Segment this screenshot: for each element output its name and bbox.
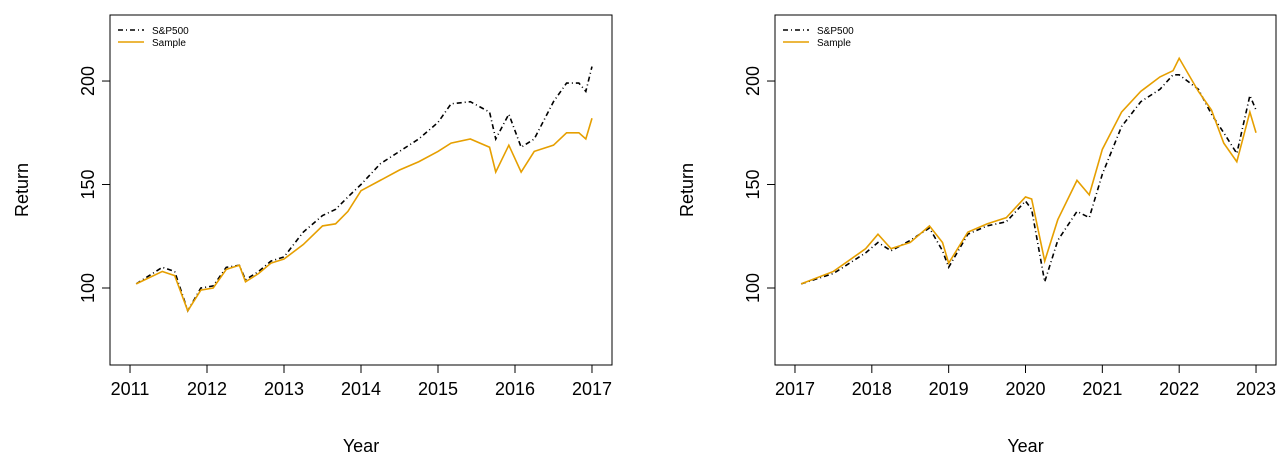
x-tick-label: 2015	[418, 379, 458, 399]
x-tick-label: 2014	[341, 379, 381, 399]
x-tick-label: 2017	[775, 379, 815, 399]
x-tick-label: 2023	[1236, 379, 1276, 399]
x-tick-label: 2022	[1159, 379, 1199, 399]
series-line	[800, 74, 1257, 285]
x-axis-label: Year	[343, 436, 379, 456]
plot-frame	[774, 14, 1277, 366]
x-tick-label: 2019	[929, 379, 969, 399]
y-tick-label: 150	[78, 169, 98, 199]
x-tick-label: 2017	[572, 379, 612, 399]
x-tick-label: 2020	[1005, 379, 1045, 399]
chart-panel: 2011 2012 2013 2014 2015 2016 2017 100 150 200 Yea…	[12, 14, 613, 456]
y-tick-label: 200	[743, 66, 763, 96]
y-axis-label: Return	[677, 163, 697, 217]
x-tick-label: 2011	[111, 379, 150, 399]
legend-label: Sample	[817, 38, 851, 49]
y-tick-label: 100	[78, 273, 98, 303]
series-line	[800, 56, 1257, 285]
x-axis-label: Year	[1007, 436, 1043, 456]
y-tick-label: 150	[743, 169, 763, 199]
y-axis-label: Return	[12, 163, 32, 217]
legend-label: Sample	[152, 38, 186, 49]
series-line	[135, 66, 593, 313]
y-tick-label: 200	[78, 66, 98, 96]
x-tick-label: 2013	[264, 379, 304, 399]
chart-panel: 2017 2018 2019 2020 2021 2022 2023 100 150 200 Yea…	[677, 14, 1277, 456]
x-tick-label: 2016	[495, 379, 535, 399]
x-tick-label: 2012	[187, 379, 227, 399]
y-tick-label: 100	[743, 273, 763, 303]
legend-label: S&P500	[817, 26, 854, 37]
x-tick-label: 2018	[852, 379, 892, 399]
legend-label: S&P500	[152, 26, 189, 37]
series-line	[135, 118, 593, 313]
x-tick-label: 2021	[1082, 379, 1122, 399]
